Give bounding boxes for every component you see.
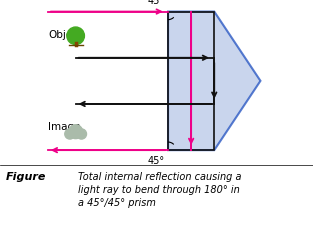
- Text: Image: Image: [48, 122, 80, 132]
- Text: Object: Object: [48, 30, 82, 40]
- Circle shape: [76, 129, 86, 139]
- Circle shape: [69, 125, 83, 139]
- Text: 45°: 45°: [147, 156, 165, 166]
- Text: Total internal reflection causing a
light ray to bend through 180° in
a 45°/45° : Total internal reflection causing a ligh…: [78, 172, 242, 209]
- Text: 45°: 45°: [147, 0, 165, 6]
- Circle shape: [67, 27, 85, 45]
- Text: Figure: Figure: [6, 172, 47, 182]
- Bar: [168, 12, 214, 150]
- Circle shape: [65, 129, 75, 139]
- Polygon shape: [168, 12, 260, 150]
